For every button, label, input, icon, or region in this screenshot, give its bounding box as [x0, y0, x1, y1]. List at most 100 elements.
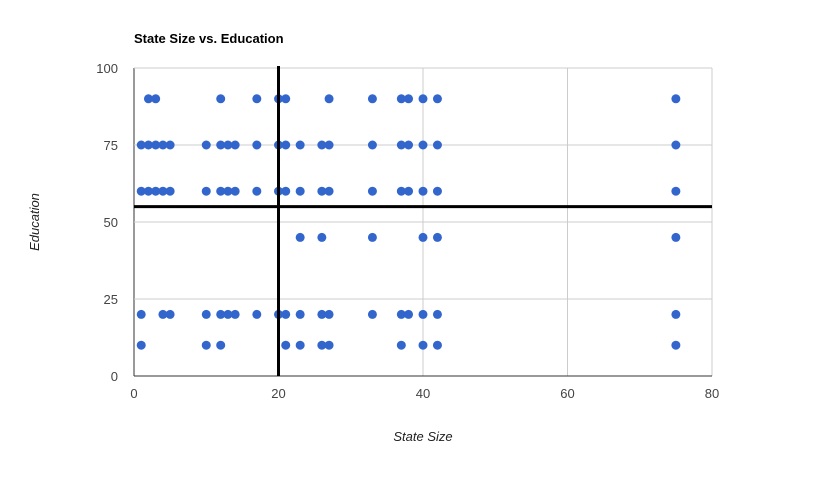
data-point — [418, 186, 428, 196]
data-point — [143, 94, 153, 104]
data-point — [671, 309, 681, 319]
data-point — [295, 232, 305, 242]
data-point — [432, 94, 442, 104]
x-tick-label: 80 — [705, 386, 719, 401]
data-point — [216, 340, 226, 350]
y-tick-label: 75 — [104, 138, 118, 153]
data-point — [165, 186, 175, 196]
data-point — [418, 140, 428, 150]
data-point — [432, 232, 442, 242]
data-point — [396, 186, 406, 196]
data-point — [432, 340, 442, 350]
data-point — [404, 186, 414, 196]
data-point — [396, 309, 406, 319]
data-point — [295, 140, 305, 150]
tick-labels: 0 20 40 60 80 0 25 50 75 100 — [96, 61, 719, 401]
reference-lines — [134, 66, 712, 376]
data-point — [230, 140, 240, 150]
data-point — [295, 309, 305, 319]
data-point — [295, 340, 305, 350]
data-point — [324, 186, 334, 196]
data-point — [317, 140, 327, 150]
data-point — [367, 232, 377, 242]
data-point — [158, 140, 168, 150]
data-point — [418, 94, 428, 104]
data-point — [136, 309, 146, 319]
data-point — [143, 186, 153, 196]
data-point — [324, 140, 334, 150]
data-point — [223, 309, 233, 319]
data-point — [158, 186, 168, 196]
data-point — [404, 94, 414, 104]
data-point — [252, 94, 262, 104]
y-tick-label: 25 — [104, 292, 118, 307]
data-point — [252, 309, 262, 319]
data-point — [201, 340, 211, 350]
data-point — [671, 186, 681, 196]
data-point — [201, 140, 211, 150]
data-point — [396, 140, 406, 150]
data-point — [151, 186, 161, 196]
data-point — [317, 186, 327, 196]
data-point — [324, 94, 334, 104]
data-point — [216, 140, 226, 150]
data-point — [418, 340, 428, 350]
x-tick-label: 20 — [271, 386, 285, 401]
data-point — [671, 232, 681, 242]
data-point — [418, 309, 428, 319]
data-point — [230, 309, 240, 319]
data-point — [281, 309, 291, 319]
y-tick-label: 0 — [111, 369, 118, 384]
data-point — [324, 340, 334, 350]
data-point — [216, 309, 226, 319]
data-point — [396, 340, 406, 350]
data-point — [136, 186, 146, 196]
data-point — [201, 309, 211, 319]
data-point — [671, 340, 681, 350]
data-point — [223, 186, 233, 196]
data-point — [143, 140, 153, 150]
data-point — [252, 140, 262, 150]
data-point — [418, 232, 428, 242]
data-point — [396, 94, 406, 104]
x-tick-label: 0 — [130, 386, 137, 401]
data-point — [230, 186, 240, 196]
data-point — [223, 140, 233, 150]
data-point — [367, 186, 377, 196]
data-point — [165, 140, 175, 150]
data-point — [281, 340, 291, 350]
data-points — [136, 94, 681, 350]
data-point — [404, 309, 414, 319]
data-point — [281, 140, 291, 150]
data-point — [281, 186, 291, 196]
x-tick-label: 60 — [560, 386, 574, 401]
data-point — [281, 94, 291, 104]
y-axis-label: Education — [27, 193, 42, 251]
data-point — [151, 94, 161, 104]
data-point — [252, 186, 262, 196]
data-point — [671, 140, 681, 150]
data-point — [158, 309, 168, 319]
y-tick-label: 50 — [104, 215, 118, 230]
x-axis-label: State Size — [393, 429, 452, 444]
data-point — [432, 309, 442, 319]
data-point — [295, 186, 305, 196]
data-point — [136, 340, 146, 350]
data-point — [432, 186, 442, 196]
grid-layer — [133, 67, 713, 377]
data-point — [317, 309, 327, 319]
data-point — [317, 340, 327, 350]
data-point — [367, 94, 377, 104]
data-point — [367, 309, 377, 319]
data-point — [216, 186, 226, 196]
data-point — [216, 94, 226, 104]
data-point — [671, 94, 681, 104]
data-point — [136, 140, 146, 150]
data-point — [404, 140, 414, 150]
data-point — [151, 140, 161, 150]
x-tick-label: 40 — [416, 386, 430, 401]
y-tick-label: 100 — [96, 61, 118, 76]
chart-title: State Size vs. Education — [134, 31, 284, 46]
data-point — [201, 186, 211, 196]
